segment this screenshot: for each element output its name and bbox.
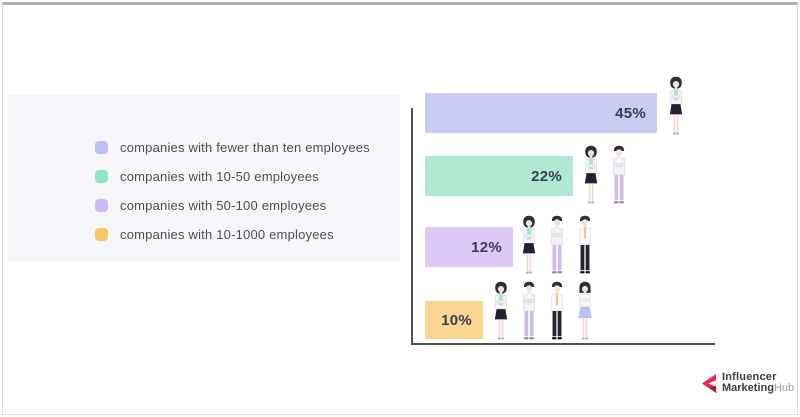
legend-item-10-50: companies with 10-50 employees [95, 169, 370, 184]
logo-marketing-text: Marketing [722, 382, 774, 394]
logo-line2: MarketingHub [722, 383, 794, 394]
y-axis-line [411, 108, 413, 345]
people-group-row-3 [516, 213, 598, 277]
x-axis-line [411, 343, 715, 345]
people-group-row-4 [488, 279, 598, 343]
people-group-row-1 [663, 74, 689, 138]
woman-mint-icon [584, 145, 598, 205]
woman-mint-icon [669, 76, 683, 136]
woman-mint-icon [494, 281, 508, 341]
legend-item-50-100: companies with 50-100 employees [95, 198, 370, 213]
legend-swatch-periwinkle [95, 141, 108, 154]
man-lavender-icon [550, 215, 564, 274]
man-tie-icon [551, 281, 563, 340]
bar-50-100-employees: 12% [425, 227, 513, 267]
bar-10-50-employees: 22% [425, 156, 573, 196]
legend-label: companies with 10-1000 employees [120, 227, 334, 242]
logo-arrow-icon [701, 373, 717, 393]
bar-10-1000-employees: 10% [425, 301, 483, 339]
man-tie-icon [579, 215, 591, 274]
legend-item-10-1000: companies with 10-1000 employees [95, 227, 370, 242]
legend-swatch-purple [95, 199, 108, 212]
bar-value-label: 22% [531, 167, 562, 185]
people-group-row-2 [578, 143, 632, 207]
bar-value-label: 12% [471, 238, 502, 256]
legend-panel: companies with fewer than ten employees … [8, 95, 400, 262]
legend-label: companies with 50-100 employees [120, 198, 327, 213]
bar-value-label: 10% [441, 311, 472, 329]
influencer-marketinghub-logo: Influencer MarketingHub [701, 372, 794, 394]
legend-list: companies with fewer than ten employees … [95, 140, 370, 242]
logo-hub-text: Hub [773, 382, 795, 394]
legend-label: companies with 10-50 employees [120, 169, 319, 184]
man-lavender-icon [612, 145, 626, 204]
logo-line1: Influencer [722, 371, 777, 383]
man-lavender-icon [522, 281, 536, 340]
legend-item-fewer-than-ten: companies with fewer than ten employees [95, 140, 370, 155]
woman-mint-icon [522, 215, 536, 275]
bar-value-label: 45% [615, 104, 646, 122]
bar-fewer-than-ten-employees: 45% [425, 93, 657, 133]
legend-swatch-mint [95, 170, 108, 183]
woman-periwinkle-icon [577, 281, 593, 341]
legend-swatch-orange [95, 228, 108, 241]
legend-label: companies with fewer than ten employees [120, 140, 370, 155]
logo-text: Influencer MarketingHub [722, 372, 794, 394]
